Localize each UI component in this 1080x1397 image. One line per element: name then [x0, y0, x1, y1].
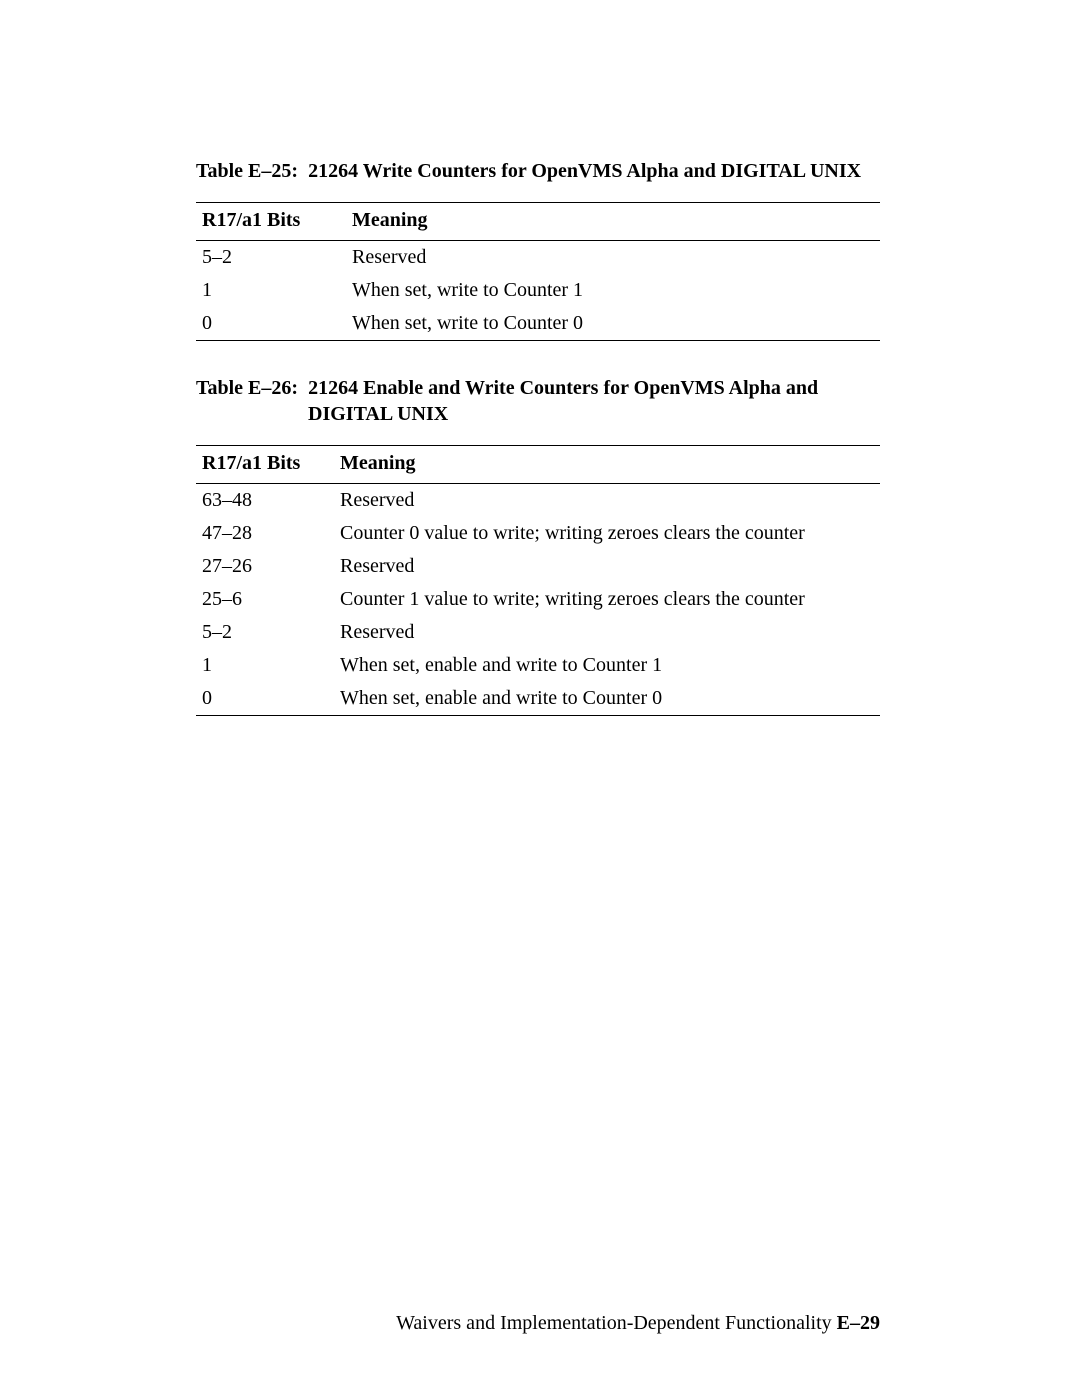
table-e25-caption-num: Table E–25: [196, 160, 298, 182]
table-e25-col2: Meaning [348, 203, 880, 241]
cell-bits: 0 [196, 307, 348, 341]
table-row: 5–2 Reserved [196, 616, 880, 649]
table-row: 0 When set, enable and write to Counter … [196, 682, 880, 716]
cell-meaning: When set, enable and write to Counter 0 [336, 682, 880, 716]
cell-meaning: Reserved [336, 550, 880, 583]
cell-meaning: When set, enable and write to Counter 1 [336, 649, 880, 682]
table-row: 1 When set, enable and write to Counter … [196, 649, 880, 682]
table-e26-col1: R17/a1 Bits [196, 446, 336, 484]
table-row: 47–28 Counter 0 value to write; writing … [196, 517, 880, 550]
cell-bits: 47–28 [196, 517, 336, 550]
cell-meaning: Reserved [348, 241, 880, 275]
cell-bits: 27–26 [196, 550, 336, 583]
cell-bits: 5–2 [196, 616, 336, 649]
table-e26-caption-num: Table E–26: [196, 377, 298, 399]
cell-bits: 0 [196, 682, 336, 716]
table-e26-caption-line1: 21264 Enable and Write Counters for Open… [308, 377, 818, 399]
page-footer: Waivers and Implementation-Dependent Fun… [396, 1312, 880, 1335]
cell-bits: 63–48 [196, 484, 336, 518]
footer-page-number: E–29 [837, 1312, 880, 1334]
table-row: 5–2 Reserved [196, 241, 880, 275]
table-row: 63–48 Reserved [196, 484, 880, 518]
cell-bits: 1 [196, 649, 336, 682]
table-row: 27–26 Reserved [196, 550, 880, 583]
cell-meaning: When set, write to Counter 1 [348, 274, 880, 307]
table-e25-caption-text: 21264 Write Counters for OpenVMS Alpha a… [308, 160, 861, 182]
table-row: 1 When set, write to Counter 1 [196, 274, 880, 307]
cell-bits: 5–2 [196, 241, 348, 275]
footer-text: Waivers and Implementation-Dependent Fun… [396, 1312, 837, 1334]
cell-meaning: Reserved [336, 616, 880, 649]
table-e26-caption-line2: DIGITAL UNIX [196, 401, 880, 427]
cell-meaning: Reserved [336, 484, 880, 518]
cell-meaning: Counter 0 value to write; writing zeroes… [336, 517, 880, 550]
table-row: 0 When set, write to Counter 0 [196, 307, 880, 341]
cell-meaning: When set, write to Counter 0 [348, 307, 880, 341]
table-e26: R17/a1 Bits Meaning 63–48 Reserved 47–28… [196, 445, 880, 716]
cell-bits: 1 [196, 274, 348, 307]
table-e26-caption: Table E–26: 21264 Enable and Write Count… [196, 375, 880, 427]
table-e25-col1: R17/a1 Bits [196, 203, 348, 241]
cell-bits: 25–6 [196, 583, 336, 616]
table-e25: R17/a1 Bits Meaning 5–2 Reserved 1 When … [196, 202, 880, 341]
table-e25-caption: Table E–25: 21264 Write Counters for Ope… [196, 158, 880, 184]
cell-meaning: Counter 1 value to write; writing zeroes… [336, 583, 880, 616]
table-e26-col2: Meaning [336, 446, 880, 484]
table-row: 25–6 Counter 1 value to write; writing z… [196, 583, 880, 616]
